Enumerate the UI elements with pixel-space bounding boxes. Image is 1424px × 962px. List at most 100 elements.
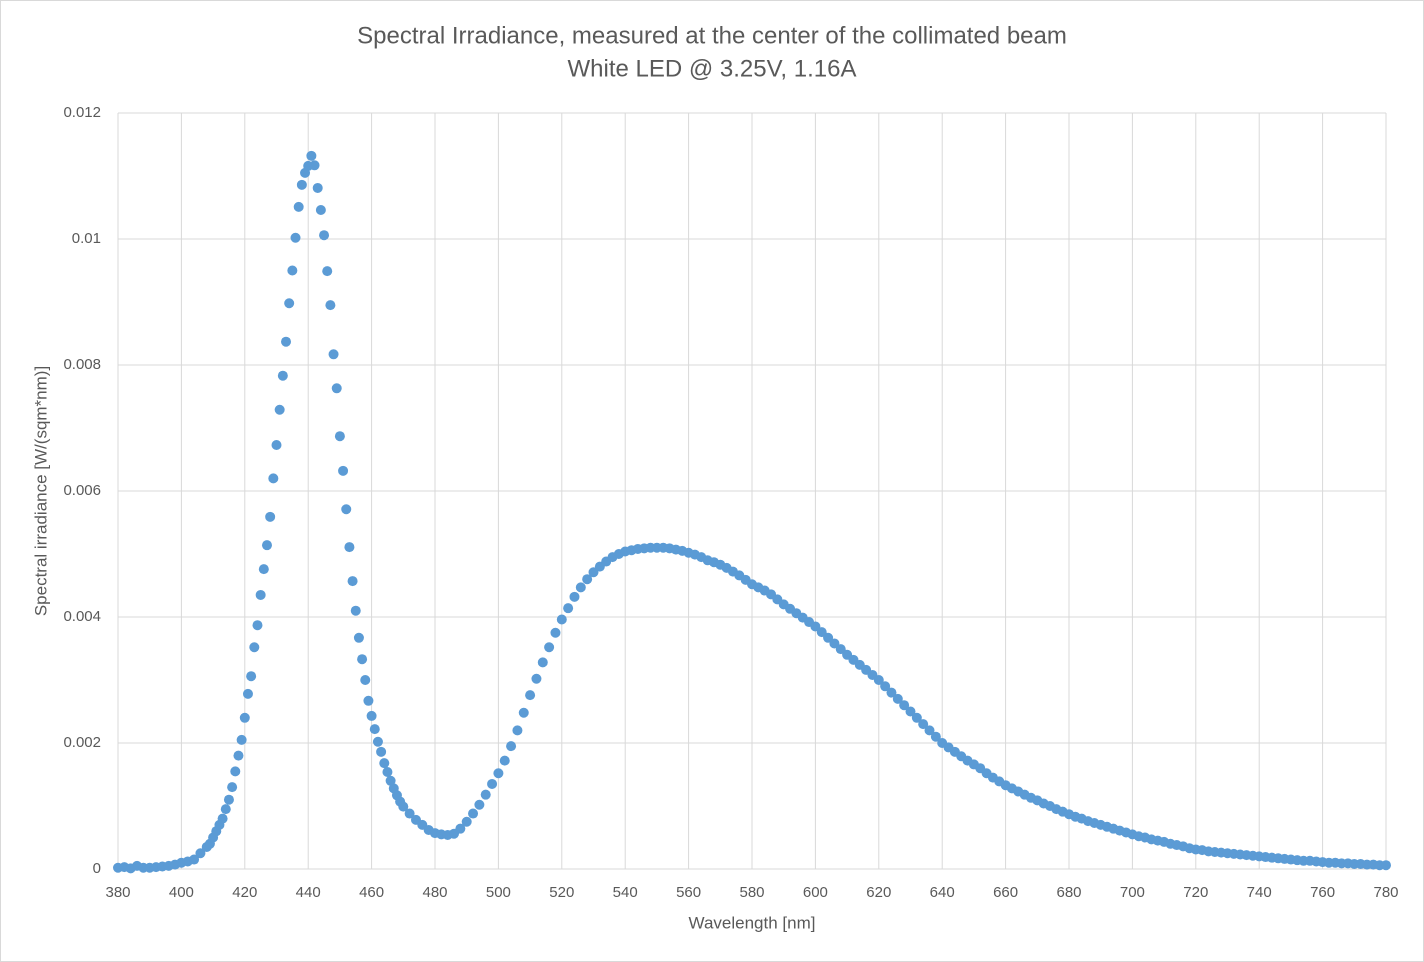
data-point	[474, 799, 485, 810]
data-point	[918, 719, 929, 730]
y-tick-label: 0.006	[63, 482, 101, 499]
data-point	[376, 746, 387, 757]
x-tick-label: 600	[803, 884, 828, 901]
data-point	[268, 473, 279, 484]
x-tick-label: 680	[1056, 884, 1081, 901]
chart-subtitle: White LED @ 3.25V, 1.16A	[568, 55, 857, 82]
x-tick-label: 760	[1310, 884, 1335, 901]
x-tick-label: 480	[422, 884, 447, 901]
data-point	[319, 230, 330, 241]
data-point	[905, 706, 916, 717]
y-tick-label: 0.002	[63, 734, 101, 751]
data-point	[880, 681, 891, 692]
data-point	[468, 808, 479, 819]
data-point	[385, 775, 396, 786]
y-tick-label: 0.01	[72, 230, 101, 247]
data-point	[281, 336, 292, 347]
data-point	[233, 750, 244, 761]
x-tick-label: 400	[169, 884, 194, 901]
data-point	[886, 687, 897, 698]
data-point	[398, 801, 409, 812]
data-point	[899, 700, 910, 711]
data-point	[493, 768, 504, 779]
data-point	[331, 383, 342, 394]
y-tick-label: 0	[93, 860, 101, 877]
data-point	[487, 778, 498, 789]
data-point	[873, 675, 884, 685]
data-point	[455, 823, 466, 834]
x-tick-label: 640	[930, 884, 955, 901]
data-point	[277, 370, 288, 381]
data-point	[353, 632, 364, 643]
data-point	[1381, 860, 1391, 871]
data-point	[366, 710, 377, 721]
data-point	[258, 564, 269, 575]
data-point	[230, 766, 241, 777]
data-point	[195, 848, 206, 859]
y-axis-title: Spectral irradiance [W/(sqm*nm)]	[31, 366, 50, 616]
x-tick-label: 780	[1373, 884, 1398, 901]
x-tick-label: 540	[613, 884, 638, 901]
data-point	[293, 201, 304, 212]
x-tick-label: 560	[676, 884, 701, 901]
data-point	[369, 724, 380, 735]
data-point	[582, 574, 593, 585]
data-point	[246, 671, 257, 682]
data-point	[512, 725, 523, 736]
data-point	[563, 603, 574, 614]
data-point	[322, 266, 333, 277]
data-point	[306, 150, 317, 161]
data-point	[556, 614, 567, 625]
data-point	[461, 816, 472, 827]
data-point	[525, 690, 536, 701]
y-tick-label: 0.012	[63, 104, 101, 121]
data-point	[252, 620, 263, 631]
data-point	[518, 707, 529, 718]
data-point	[242, 688, 253, 699]
data-point	[189, 854, 200, 865]
x-tick-label: 420	[232, 884, 257, 901]
x-tick-label: 720	[1183, 884, 1208, 901]
data-point	[334, 431, 345, 442]
data-point	[357, 654, 368, 665]
data-point	[217, 813, 228, 824]
data-point	[223, 794, 234, 805]
data-point	[550, 627, 561, 638]
data-point	[220, 804, 231, 815]
data-point	[338, 465, 349, 476]
data-point	[404, 808, 415, 819]
data-point	[274, 404, 285, 415]
data-point	[544, 642, 555, 653]
x-tick-label: 620	[866, 884, 891, 901]
data-point	[249, 642, 260, 653]
data-point	[480, 789, 491, 800]
data-point	[930, 731, 941, 742]
data-point	[531, 673, 542, 684]
data-point	[261, 540, 272, 551]
x-tick-label: 460	[359, 884, 384, 901]
x-tick-label: 740	[1247, 884, 1272, 901]
data-point	[892, 693, 903, 704]
y-tick-label: 0.008	[63, 356, 101, 373]
data-point	[569, 591, 580, 602]
data-point	[382, 766, 393, 777]
data-point	[287, 265, 298, 276]
data-point	[499, 755, 510, 766]
data-point	[379, 758, 390, 769]
data-point	[325, 300, 336, 311]
data-point	[344, 542, 355, 553]
data-point	[236, 734, 247, 745]
x-tick-label: 580	[739, 884, 764, 901]
chart-title: Spectral Irradiance, measured at the cen…	[357, 22, 1067, 49]
x-tick-label: 440	[296, 884, 321, 901]
data-point	[265, 511, 276, 522]
data-point	[271, 440, 282, 451]
x-tick-label: 700	[1120, 884, 1145, 901]
data-point	[328, 349, 339, 360]
x-tick-label: 520	[549, 884, 574, 901]
data-point	[372, 736, 383, 747]
data-point	[537, 657, 548, 668]
data-point	[575, 582, 586, 593]
